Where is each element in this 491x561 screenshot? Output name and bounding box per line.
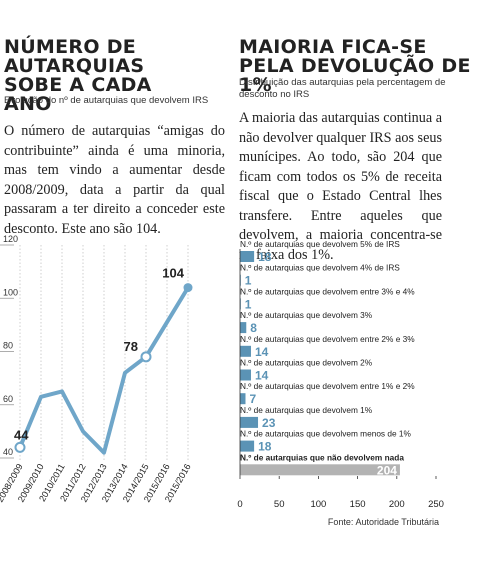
bar: [240, 322, 247, 334]
value-label: 23: [262, 416, 276, 430]
value-label: 1: [245, 274, 252, 288]
value-label: 104: [162, 266, 184, 281]
y-tick-label: 40: [3, 447, 13, 457]
line-chart: 4060801001202008/20092009/20102010/20112…: [0, 234, 193, 504]
category-label: N.º de autarquias que devolvem entre 3% …: [240, 286, 415, 296]
bar: [240, 251, 255, 262]
category-label: N.º de autarquias que não devolvem nada: [240, 452, 404, 462]
bar: [240, 345, 251, 357]
right-title: MAIORIA FICA-SE PELA DEVOLUÇÃO DE 1%: [239, 36, 471, 96]
bar: [240, 369, 251, 381]
value-label: 78: [124, 339, 138, 354]
bar: [240, 464, 400, 476]
y-tick-label: 120: [3, 234, 18, 244]
right-text: A maioria das autarquias continua a não …: [239, 110, 442, 263]
y-tick-label: 80: [3, 341, 13, 351]
category-label: N.º de autarquias que devolvem menos de …: [240, 429, 412, 439]
category-label: N.º de autarquias que devolvem 3%: [240, 310, 373, 320]
x-tick-label: 150: [350, 499, 366, 510]
value-label: 204: [377, 463, 397, 477]
value-label: 1: [245, 297, 252, 311]
source: Fonte: Autoridade Tributária: [327, 517, 439, 527]
y-tick-label: 60: [3, 394, 13, 404]
value-label: 18: [258, 440, 272, 454]
value-label: 18: [258, 250, 272, 264]
right-subtitle: Distribuição das autarquias pela percent…: [239, 77, 446, 100]
category-label: N.º de autarquias que devolvem 2%: [240, 358, 373, 368]
value-label: 44: [14, 427, 29, 442]
category-label: N.º de autarquias que devolvem 5% de IRS: [240, 239, 400, 249]
x-tick-label: 50: [274, 499, 285, 510]
line: [18, 286, 190, 455]
point: [140, 351, 152, 363]
category-label: N.º de autarquias que devolvem entre 1% …: [240, 381, 415, 391]
value-label: 7: [249, 392, 256, 406]
category-label: N.º de autarquias que devolvem 1%: [240, 405, 373, 415]
x-tick-label: 100: [310, 499, 326, 510]
y-tick-label: 100: [3, 287, 18, 297]
category-label: N.º de autarquias que devolvem 4% de IRS: [240, 263, 400, 273]
x-tick-label: 200: [389, 499, 405, 510]
bar: [240, 440, 255, 452]
bar-chart: N.º de autarquias que devolvem 5% de IRS…: [237, 239, 444, 510]
left-subtitle: Evolução do nº de autarquias que devolve…: [4, 95, 209, 106]
bar: [240, 416, 259, 428]
x-tick-label: 0: [237, 499, 242, 510]
category-label: N.º de autarquias que devolvem entre 2% …: [240, 334, 415, 344]
value-label: 14: [255, 369, 269, 383]
value-label: 14: [255, 345, 269, 359]
x-tick-label: 250: [428, 499, 444, 510]
left-title: NÚMERO DE AUTARQUIAS SOBE A CADA ANO: [4, 36, 152, 115]
value-label: 8: [250, 321, 257, 335]
left-text: O número de autarquias “amigas do contri…: [4, 123, 225, 237]
point: [183, 283, 193, 293]
point: [14, 441, 26, 453]
bar: [240, 393, 246, 405]
